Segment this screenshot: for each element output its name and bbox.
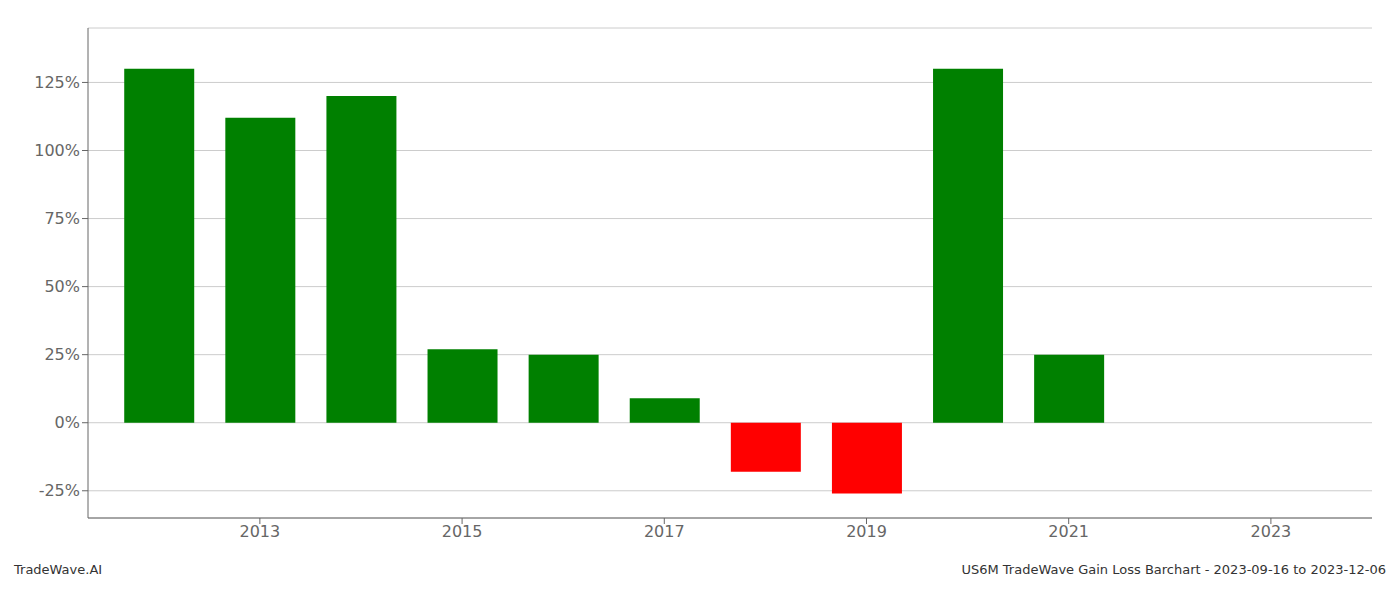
svg-text:2017: 2017 [644, 522, 685, 541]
html-text:TradeWave.AI: TradeWave.AI [14, 561, 103, 577]
svg-text:125%: 125% [34, 73, 80, 92]
svg-text:-25%: -25% [39, 481, 80, 500]
svg-text:2019: 2019 [846, 522, 887, 541]
svg-text:25%: 25% [44, 345, 80, 364]
svg-text:2013: 2013 [240, 522, 281, 541]
svg-text:75%: 75% [44, 209, 80, 228]
svg-text:100%: 100% [34, 141, 80, 160]
html-text:US6M TradeWave Gain Loss Barch: US6M TradeWave Gain Loss Barchart - 2023… [961, 561, 1386, 577]
svg-text:50%: 50% [44, 277, 80, 296]
svg-text:2015: 2015 [442, 522, 483, 541]
svg-text:0%: 0% [55, 413, 80, 432]
svg-text:2023: 2023 [1251, 522, 1292, 541]
svg-text:2021: 2021 [1048, 522, 1089, 541]
